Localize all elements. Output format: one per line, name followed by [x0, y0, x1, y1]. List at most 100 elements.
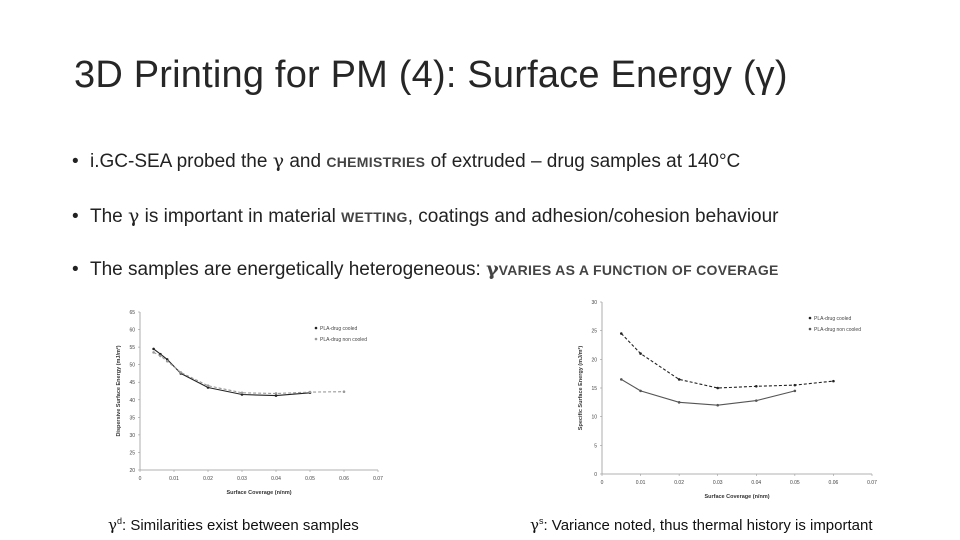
- data-point: [716, 403, 720, 407]
- dispersive-energy-chart: 20 25 30 35 40 45 50 55 60 65 0 0.01 0.02 0.03 0.04 0.0…: [115, 310, 383, 496]
- y-tick-label: 30: [129, 433, 135, 439]
- x-tick-label: 0.07: [867, 480, 877, 486]
- caption-right: γs: Variance noted, thus thermal history…: [530, 516, 873, 534]
- caption-left-sup: d: [116, 516, 122, 526]
- bullet-1: • i.GC-SEA probed the γ and CHEMISTRIES o…: [72, 150, 740, 173]
- data-point: [754, 384, 758, 388]
- y-tick-label: 20: [129, 468, 135, 474]
- legend-marker-2: [808, 327, 812, 331]
- caption-left-text: : Similarities exist between samples: [121, 517, 359, 534]
- x-tick-label: 0: [139, 476, 142, 482]
- data-point: [152, 351, 155, 354]
- data-point: [619, 378, 623, 381]
- y-tick-label: 0: [594, 472, 597, 478]
- y-tick-label: 60: [129, 328, 135, 334]
- data-point: [274, 394, 278, 397]
- y-axis-label: Specific Surface Energy (mJ/m²): [577, 346, 584, 431]
- bullet-2-pre: The: [90, 206, 129, 227]
- x-tick-label: 0.06: [339, 476, 349, 482]
- series-line-2: [153, 351, 345, 395]
- data-point: [274, 392, 278, 395]
- bullet-dot: •: [72, 151, 79, 172]
- bullet-1-caps: CHEMISTRIES: [326, 154, 426, 170]
- y-tick-label: 25: [129, 450, 135, 456]
- data-point: [342, 390, 346, 394]
- data-point: [677, 401, 681, 404]
- bullet-dot: •: [72, 206, 79, 227]
- y-tick-label: 45: [129, 380, 135, 386]
- y-axis-label: Dispersive Surface Energy (mJ/m²): [115, 345, 122, 436]
- data-point: [240, 391, 244, 395]
- legend-label-2: PLA-drug non cooled: [814, 327, 861, 333]
- data-point: [793, 383, 797, 387]
- data-point: [832, 379, 835, 383]
- data-point: [716, 386, 720, 390]
- series-line-1: [153, 348, 311, 397]
- y-tick-label: 55: [129, 345, 135, 351]
- data-point: [206, 384, 210, 388]
- bullet-dot: •: [72, 259, 79, 280]
- data-point: [639, 389, 642, 393]
- caption-left: γd: Similarities exist between samples: [108, 516, 359, 534]
- x-tick-label: 0.02: [674, 480, 684, 486]
- caption-left-gamma: γ: [108, 516, 117, 534]
- bullet-3-caps: VARIES AS A FUNCTION OF COVERAGE: [498, 262, 779, 278]
- y-tick-label: 65: [129, 310, 135, 316]
- legend-marker-1: [314, 326, 318, 330]
- bullet-2: • The γ is important in material WETTING,…: [72, 205, 779, 228]
- x-tick-label: 0.03: [713, 480, 723, 486]
- legend-label-1: PLA-drug cooled: [814, 316, 851, 322]
- slide-title: 3D Printing for PM (4): Surface Energy (…: [74, 54, 788, 96]
- specific-energy-chart: 0 5 10 15 20 25 30 0 0.01 0.02 0.03 0.04 0.05 0.06 0.0…: [577, 300, 877, 500]
- data-point: [639, 352, 642, 355]
- bullet-3-gamma: γ: [486, 258, 499, 280]
- y-tick-label: 35: [129, 415, 135, 421]
- x-axis-label: Surface Coverage (n/nm): [226, 490, 291, 496]
- bullet-3-pre: The samples are energetically heterogene…: [90, 259, 487, 280]
- caption-right-sup: s: [538, 516, 544, 526]
- data-point: [159, 354, 162, 358]
- y-tick-label: 10: [591, 415, 597, 421]
- x-tick-label: 0.05: [790, 480, 800, 486]
- bullet-2-gamma: γ: [128, 205, 140, 227]
- data-point: [179, 371, 183, 374]
- data-point: [619, 332, 623, 335]
- data-point: [152, 347, 155, 351]
- bullet-1-gamma: γ: [272, 150, 285, 172]
- x-tick-label: 0.04: [751, 480, 761, 486]
- y-tick-label: 50: [129, 363, 135, 369]
- series-line-2: [621, 378, 796, 406]
- y-tick-label: 25: [591, 329, 597, 335]
- x-tick-label: 0.03: [237, 476, 247, 482]
- x-tick-label: 0.01: [169, 476, 179, 482]
- bullet-2-post: , coatings and adhesion/cohesion behavio…: [407, 206, 779, 227]
- data-point: [793, 389, 797, 393]
- bullet-1-mid: and: [284, 151, 327, 172]
- caption-right-gamma: γ: [530, 516, 539, 534]
- caption-right-text: : Variance noted, thus thermal history i…: [543, 517, 873, 534]
- legend-marker-2: [314, 337, 318, 341]
- series-line-1: [620, 333, 834, 389]
- x-axis-label: Surface Coverage (n/nm): [704, 494, 769, 500]
- x-tick-label: 0.05: [305, 476, 315, 482]
- x-tick-label: 0.02: [203, 476, 213, 482]
- x-tick-label: 0.01: [636, 480, 646, 486]
- y-tick-label: 40: [129, 398, 135, 404]
- data-point: [754, 399, 758, 402]
- x-tick-label: 0.07: [373, 476, 383, 482]
- y-tick-label: 30: [591, 300, 597, 306]
- x-tick-label: 0.06: [829, 480, 839, 486]
- y-tick-label: 5: [594, 443, 597, 449]
- bullet-1-pre: i.GC-SEA probed the: [90, 151, 273, 172]
- legend-label-2: PLA-drug non cooled: [320, 337, 367, 343]
- x-tick-label: 0: [601, 480, 604, 486]
- bullet-3: • The samples are energetically heterogen…: [72, 258, 779, 281]
- x-tick-label: 0.04: [271, 476, 281, 482]
- data-point: [165, 359, 169, 363]
- bullet-2-caps: WETTING: [341, 209, 408, 225]
- legend-label-1: PLA-drug cooled: [320, 326, 357, 332]
- y-tick-label: 20: [591, 357, 597, 363]
- bullet-1-post: of extruded – drug samples at 140°C: [425, 151, 741, 172]
- bullet-2-mid: is important in material: [139, 206, 342, 227]
- legend-marker-1: [808, 316, 812, 320]
